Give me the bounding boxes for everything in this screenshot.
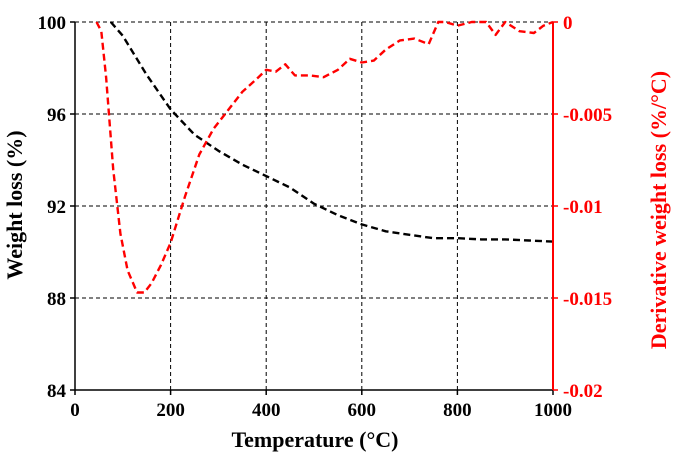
right-y-tick-label: -0.015 — [563, 289, 612, 310]
left-y-tick-label: 88 — [47, 289, 66, 310]
x-tick-label: 800 — [443, 400, 472, 421]
grid-layer — [75, 21, 553, 390]
left-y-tick-label: 92 — [47, 197, 66, 218]
series-layer — [95, 20, 554, 294]
right-y-tick-label: -0.01 — [563, 197, 603, 218]
left-y-tick-label: 100 — [38, 13, 67, 34]
x-axis-title: Temperature (°C) — [231, 427, 398, 452]
right-y-tick-label: 0 — [563, 13, 573, 34]
weight-loss-line — [109, 21, 554, 243]
right-y-tick-label: -0.02 — [563, 381, 603, 402]
left-y-tick-label: 96 — [47, 105, 66, 126]
x-tick-label: 200 — [156, 400, 185, 421]
right-y-tick-label: -0.005 — [563, 105, 612, 126]
right-y-axis-title: Derivative weight loss (%/°C) — [646, 71, 671, 349]
left-y-axis-title: Weight loss (%) — [2, 130, 27, 279]
derivative-weight-loss-line — [95, 20, 554, 294]
x-tick-label: 1000 — [534, 400, 572, 421]
left-y-tick-label: 84 — [47, 381, 67, 402]
ticks-layer: 0 200 400 600 800 1000 84 88 92 96 100 -0.02 -0.015 -… — [38, 13, 613, 421]
x-tick-label: 0 — [70, 400, 80, 421]
x-tick-label: 600 — [348, 400, 377, 421]
x-tick-label: 400 — [252, 400, 281, 421]
